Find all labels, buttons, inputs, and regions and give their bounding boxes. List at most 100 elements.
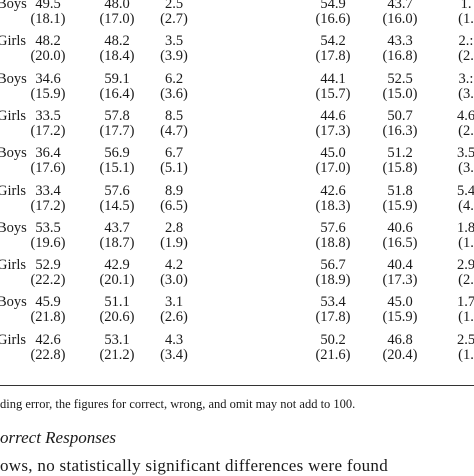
cell-se: (1.9)	[160, 234, 188, 251]
cell-se: (15.8)	[382, 160, 418, 177]
cell-value: 3.1	[164, 294, 184, 311]
cell-se: (18.9)	[315, 272, 351, 289]
cell-value: 42.6	[35, 331, 61, 348]
cell-se: (3.0)	[160, 272, 188, 289]
cell-se: (15.0)	[382, 85, 418, 102]
cell-se: (22.2)	[30, 272, 66, 289]
cell-se: (18.8)	[315, 234, 351, 251]
section-heading: orrect Responses	[0, 428, 116, 447]
cell-se: (20.6)	[99, 309, 135, 326]
row-label: Boys	[0, 145, 27, 162]
cell-se: (15.9)	[382, 197, 418, 214]
cell-se: (1.	[458, 234, 474, 251]
cell-value: 54.2	[320, 33, 346, 50]
cell-value: 56.9	[104, 145, 130, 162]
cell-value: 33.4	[35, 182, 61, 199]
cell-se: (19.6)	[30, 234, 66, 251]
cell-value: 50.2	[320, 331, 346, 348]
cell-se: (2.7)	[160, 11, 188, 27]
cell-value: 46.8	[387, 331, 413, 348]
cell-value: 49.5	[35, 0, 61, 12]
cell-se: (17.8)	[315, 309, 351, 326]
row-label: Girls	[0, 257, 26, 274]
cell-se: (2.	[458, 122, 474, 139]
cell-value: 33.5	[35, 107, 61, 124]
cell-se: (15.1)	[99, 160, 135, 177]
cell-value: 48.0	[104, 0, 130, 12]
cell-value: 2.5	[456, 331, 474, 348]
cell-se: (16.4)	[99, 85, 135, 102]
cell-value: 51.2	[387, 145, 413, 162]
cell-se: (3.4)	[160, 346, 188, 363]
cell-se: (1.	[458, 346, 474, 363]
cell-value: 43.3	[387, 33, 413, 50]
cell-value: 44.6	[320, 107, 346, 124]
cell-se: (17.0)	[315, 160, 351, 177]
cell-value: 45.0	[387, 294, 413, 311]
cell-se: (20.1)	[99, 272, 135, 289]
cell-value: 56.7	[320, 257, 346, 274]
cell-value: 52.9	[35, 257, 61, 274]
cell-se: (17.2)	[30, 122, 66, 139]
cell-se: (2.6)	[160, 309, 188, 326]
footnote: ding error, the figures for correct, wro…	[0, 397, 356, 411]
cell-value: 3.5	[456, 145, 474, 162]
cell-value: 43.7	[387, 0, 413, 12]
cell-value: 48.2	[35, 33, 61, 50]
cell-value: 5.4	[456, 182, 474, 199]
cell-value: 2.9	[456, 257, 474, 274]
cell-value: 53.5	[35, 219, 61, 236]
cell-se: (21.8)	[30, 309, 66, 326]
row-label: Girls	[0, 331, 26, 348]
row-label: Girls	[0, 182, 26, 199]
cell-se: (17.3)	[382, 272, 418, 289]
cell-se: (22.8)	[30, 346, 66, 363]
cell-se: (5.1)	[160, 160, 188, 177]
cell-value: 57.8	[104, 107, 130, 124]
cell-se: (1.	[458, 309, 474, 326]
cell-value: 45.9	[35, 294, 61, 311]
cell-value: 57.6	[104, 182, 130, 199]
cell-value: 51.8	[387, 182, 413, 199]
cell-value: 40.6	[387, 219, 413, 236]
cell-se: (18.3)	[315, 197, 351, 214]
cell-se: (17.7)	[99, 122, 135, 139]
cell-value: 45.0	[320, 145, 346, 162]
cell-se: (17.2)	[30, 197, 66, 214]
cell-se: (3.6)	[160, 85, 188, 102]
cell-se: (3.	[458, 160, 474, 177]
row-label: Boys	[0, 0, 27, 12]
row-label: Boys	[0, 70, 27, 87]
row-label: Boys	[0, 294, 27, 311]
cell-se: (21.2)	[99, 346, 135, 363]
cell-se: (4.7)	[160, 122, 188, 139]
cell-value: 50.7	[387, 107, 413, 124]
cell-se: (20.4)	[382, 346, 418, 363]
cell-value: 1.	[460, 0, 472, 12]
cell-value: 48.2	[104, 33, 130, 50]
cell-se: (16.6)	[315, 11, 351, 27]
cell-value: 59.1	[104, 70, 130, 87]
cell-se: (16.3)	[382, 122, 418, 139]
row-label: Girls	[0, 107, 26, 124]
cell-se: (18.4)	[99, 48, 135, 65]
cell-se: (18.1)	[30, 11, 66, 27]
cell-se: (20.0)	[30, 48, 66, 65]
cell-value: 8.9	[164, 182, 184, 199]
cell-se: (21.6)	[315, 346, 351, 363]
cell-value: 6.7	[164, 145, 184, 162]
cell-se: (18.7)	[99, 234, 135, 251]
cell-value: 53.4	[320, 294, 346, 311]
cell-se: (1.	[458, 11, 474, 27]
cell-se: (3.9)	[160, 48, 188, 65]
cell-value: 2.:	[458, 33, 474, 50]
cell-se: (15.7)	[315, 85, 351, 102]
cell-value: 2.5	[164, 0, 184, 12]
cell-se: (2.	[458, 272, 474, 289]
table-rule	[0, 385, 474, 386]
cell-se: (3.	[458, 85, 474, 102]
cell-se: (6.5)	[160, 197, 188, 214]
cell-value: 4.3	[164, 331, 184, 348]
cell-value: 6.2	[164, 70, 184, 87]
